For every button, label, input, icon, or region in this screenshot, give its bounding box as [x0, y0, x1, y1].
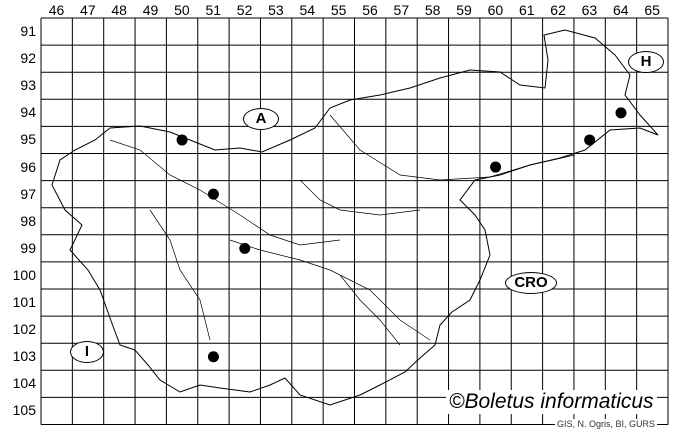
country-label-croatia: CRO — [505, 272, 557, 294]
row-label: 97 — [20, 185, 36, 202]
column-label: 53 — [268, 2, 284, 18]
row-label: 92 — [20, 50, 36, 67]
row-label: 102 — [12, 321, 36, 338]
column-label: 55 — [330, 2, 347, 18]
record-dot — [490, 161, 502, 173]
row-label: 99 — [20, 239, 36, 256]
copyright-title: ©Boletus informaticus — [446, 390, 657, 414]
row-label: 100 — [12, 266, 36, 283]
rivers — [109, 114, 576, 346]
row-label: 104 — [12, 375, 36, 392]
record-dot — [176, 134, 188, 146]
column-label: 56 — [362, 2, 378, 18]
record-dots — [176, 107, 627, 363]
column-label: 60 — [487, 2, 504, 18]
column-label: 54 — [299, 2, 316, 18]
column-label: 49 — [142, 2, 159, 18]
row-label: 103 — [12, 348, 36, 365]
column-label: 48 — [111, 2, 127, 18]
country-label-italy: I — [70, 341, 104, 363]
column-label: 59 — [456, 2, 472, 18]
column-label: 47 — [80, 2, 96, 18]
column-label: 61 — [518, 2, 535, 18]
row-label: 105 — [12, 402, 36, 419]
column-label: 64 — [613, 2, 629, 18]
row-label: 94 — [20, 104, 36, 121]
column-label: 46 — [48, 2, 65, 18]
row-label: 95 — [20, 131, 36, 148]
row-label: 93 — [20, 77, 36, 94]
record-dot — [207, 351, 219, 363]
country-label-austria: A — [243, 108, 279, 130]
credit-text: GIS, N. Ogris, BI, GURS — [555, 419, 658, 429]
country-label-hungary: H — [628, 51, 664, 73]
row-label: 101 — [12, 294, 36, 310]
column-label: 58 — [424, 2, 441, 18]
column-label: 50 — [174, 2, 190, 18]
row-label: 96 — [20, 158, 36, 175]
record-dot — [615, 107, 627, 119]
column-label: 57 — [393, 2, 410, 18]
column-label: 62 — [550, 2, 566, 18]
record-dot — [239, 242, 251, 254]
row-label: 98 — [20, 212, 36, 229]
column-label: 52 — [236, 2, 253, 18]
record-dot — [207, 188, 219, 200]
column-label: 63 — [581, 2, 598, 18]
row-label: 91 — [20, 23, 36, 39]
grid-lines — [40, 17, 669, 425]
column-label: 65 — [644, 2, 660, 18]
column-label: 51 — [205, 2, 222, 18]
record-dot — [584, 134, 596, 146]
